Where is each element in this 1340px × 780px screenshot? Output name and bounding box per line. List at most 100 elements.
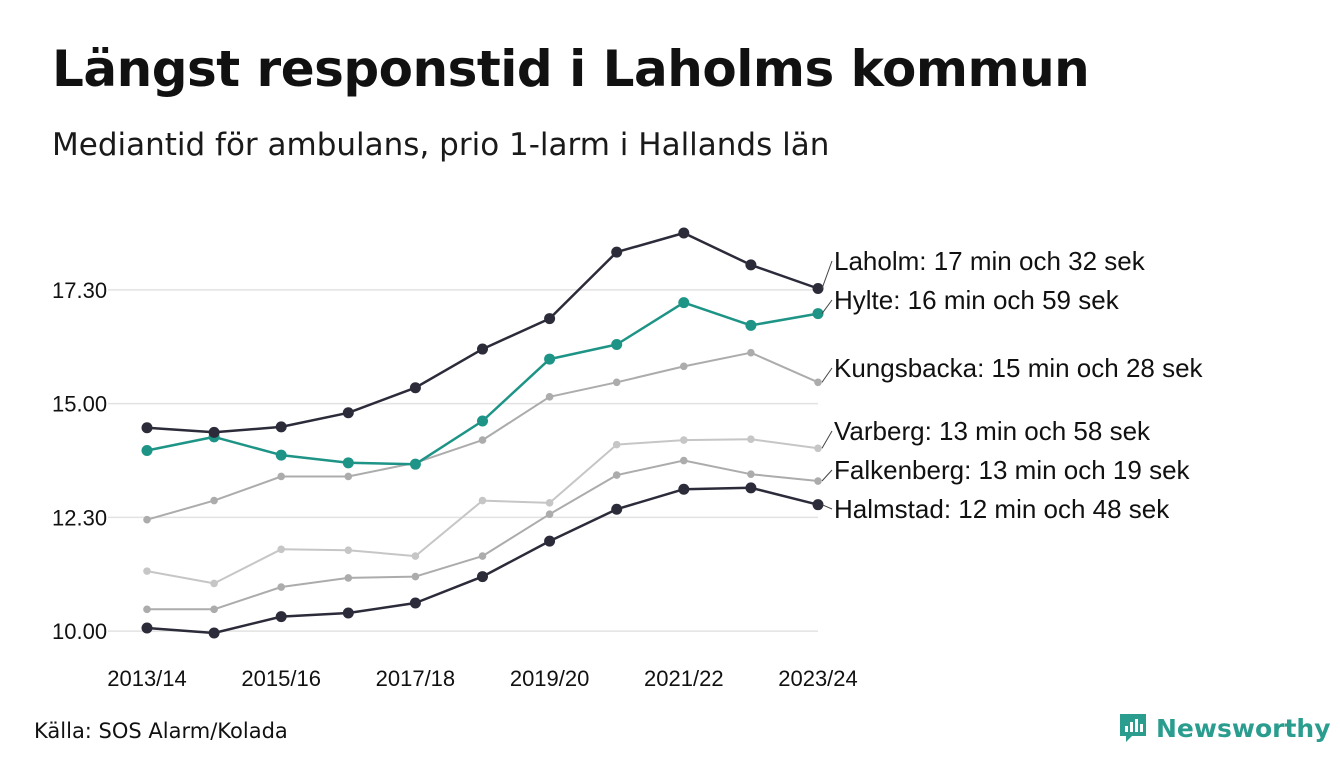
label-connector [821,367,833,383]
x-tick-label: 2017/18 [376,666,456,691]
data-point [745,482,757,494]
data-point [210,496,218,505]
data-point [409,597,421,609]
series-line [147,459,819,611]
data-point [611,339,623,351]
data-point [545,510,554,519]
data-point [409,458,421,470]
data-point [814,477,822,485]
data-point [478,436,487,444]
label-connector [821,504,833,510]
data-point [277,545,286,554]
series-end-label: Falkenberg: 13 min och 19 sek [834,455,1191,485]
series-end-label: Hylte: 16 min och 59 sek [834,285,1120,315]
data-point [210,605,218,614]
data-point [143,515,151,524]
data-point [275,611,287,623]
y-tick-label: 15.00 [52,392,107,417]
brand-name: Newsworthy [1156,713,1331,743]
data-point [611,246,623,258]
data-point [143,605,151,614]
data-point [477,415,488,427]
data-point [678,227,690,239]
data-point [680,362,688,371]
label-connector [821,469,833,482]
x-tick-label: 2021/22 [644,666,724,691]
series-line [146,231,819,434]
data-point [612,440,621,449]
data-point [210,579,218,588]
data-point [409,382,421,394]
data-point [277,472,286,481]
data-point [342,407,354,419]
data-point [141,422,153,434]
data-point [745,259,757,271]
series-line [146,486,819,635]
series-halmstad [141,482,824,639]
data-point [544,535,556,547]
data-point [344,546,353,554]
data-point [275,449,287,461]
y-tick-label: 17.30 [52,278,107,303]
label-connector [821,299,833,314]
data-point [141,445,153,457]
data-point [141,622,153,634]
end-labels: Laholm: 17 min och 32 sek Hylte: 16 min o… [821,246,1204,524]
data-point [814,378,822,387]
data-point [342,607,354,619]
data-point [545,393,554,401]
data-point [812,499,824,511]
data-point [544,313,556,325]
data-point [612,378,621,387]
data-point [678,297,690,309]
data-point [342,457,354,469]
data-point [745,319,757,331]
data-point [344,472,353,481]
y-tick-label: 10.00 [52,619,107,644]
data-point [344,574,353,582]
series-end-label: Kungsbacka: 15 min och 28 sek [834,353,1204,383]
data-point [478,552,487,560]
series-end-label: Varberg: 13 min och 58 sek [834,416,1151,446]
data-point [747,470,755,478]
data-point [275,421,287,433]
data-point [678,483,690,495]
series-end-label: Laholm: 17 min och 32 sek [834,246,1146,276]
data-point [411,552,420,560]
y-tick-label: 12.30 [52,505,107,530]
data-point [680,456,688,465]
data-point [814,444,822,453]
series-varberg [143,435,822,588]
data-point [411,572,420,581]
newsworthy-logo-icon [1120,714,1146,742]
data-point [812,283,824,295]
data-point [477,571,488,583]
series-layer [141,227,824,639]
data-point [747,348,755,357]
data-point [143,567,151,575]
series-line [146,351,819,521]
data-point [680,436,688,444]
data-point [478,496,487,505]
data-point [544,353,556,365]
x-tick-label: 2023/24 [778,666,858,691]
x-tick-label: 2015/16 [241,666,321,691]
data-point [612,471,621,479]
chart-subtitle: Mediantid för ambulans, prio 1-larm i Ha… [52,127,830,163]
series-hylte [141,297,824,470]
data-point [277,583,286,591]
data-point [477,343,488,355]
series-end-label: Halmstad: 12 min och 48 sek [834,494,1170,524]
data-point [545,499,554,507]
data-point [812,308,824,320]
label-connector [821,260,833,289]
data-point [611,503,623,515]
series-falkenberg [143,456,822,614]
y-axis-ticks: 10.00 12.30 15.00 17.30 [52,278,107,644]
x-tick-label: 2013/14 [107,666,187,691]
x-axis-ticks: 2013/14 2015/16 2017/18 2019/20 2021/22 2023/… [107,666,858,691]
data-point [208,627,220,639]
brand-logo: Newsworthy [1118,712,1331,744]
label-connector [821,430,833,449]
